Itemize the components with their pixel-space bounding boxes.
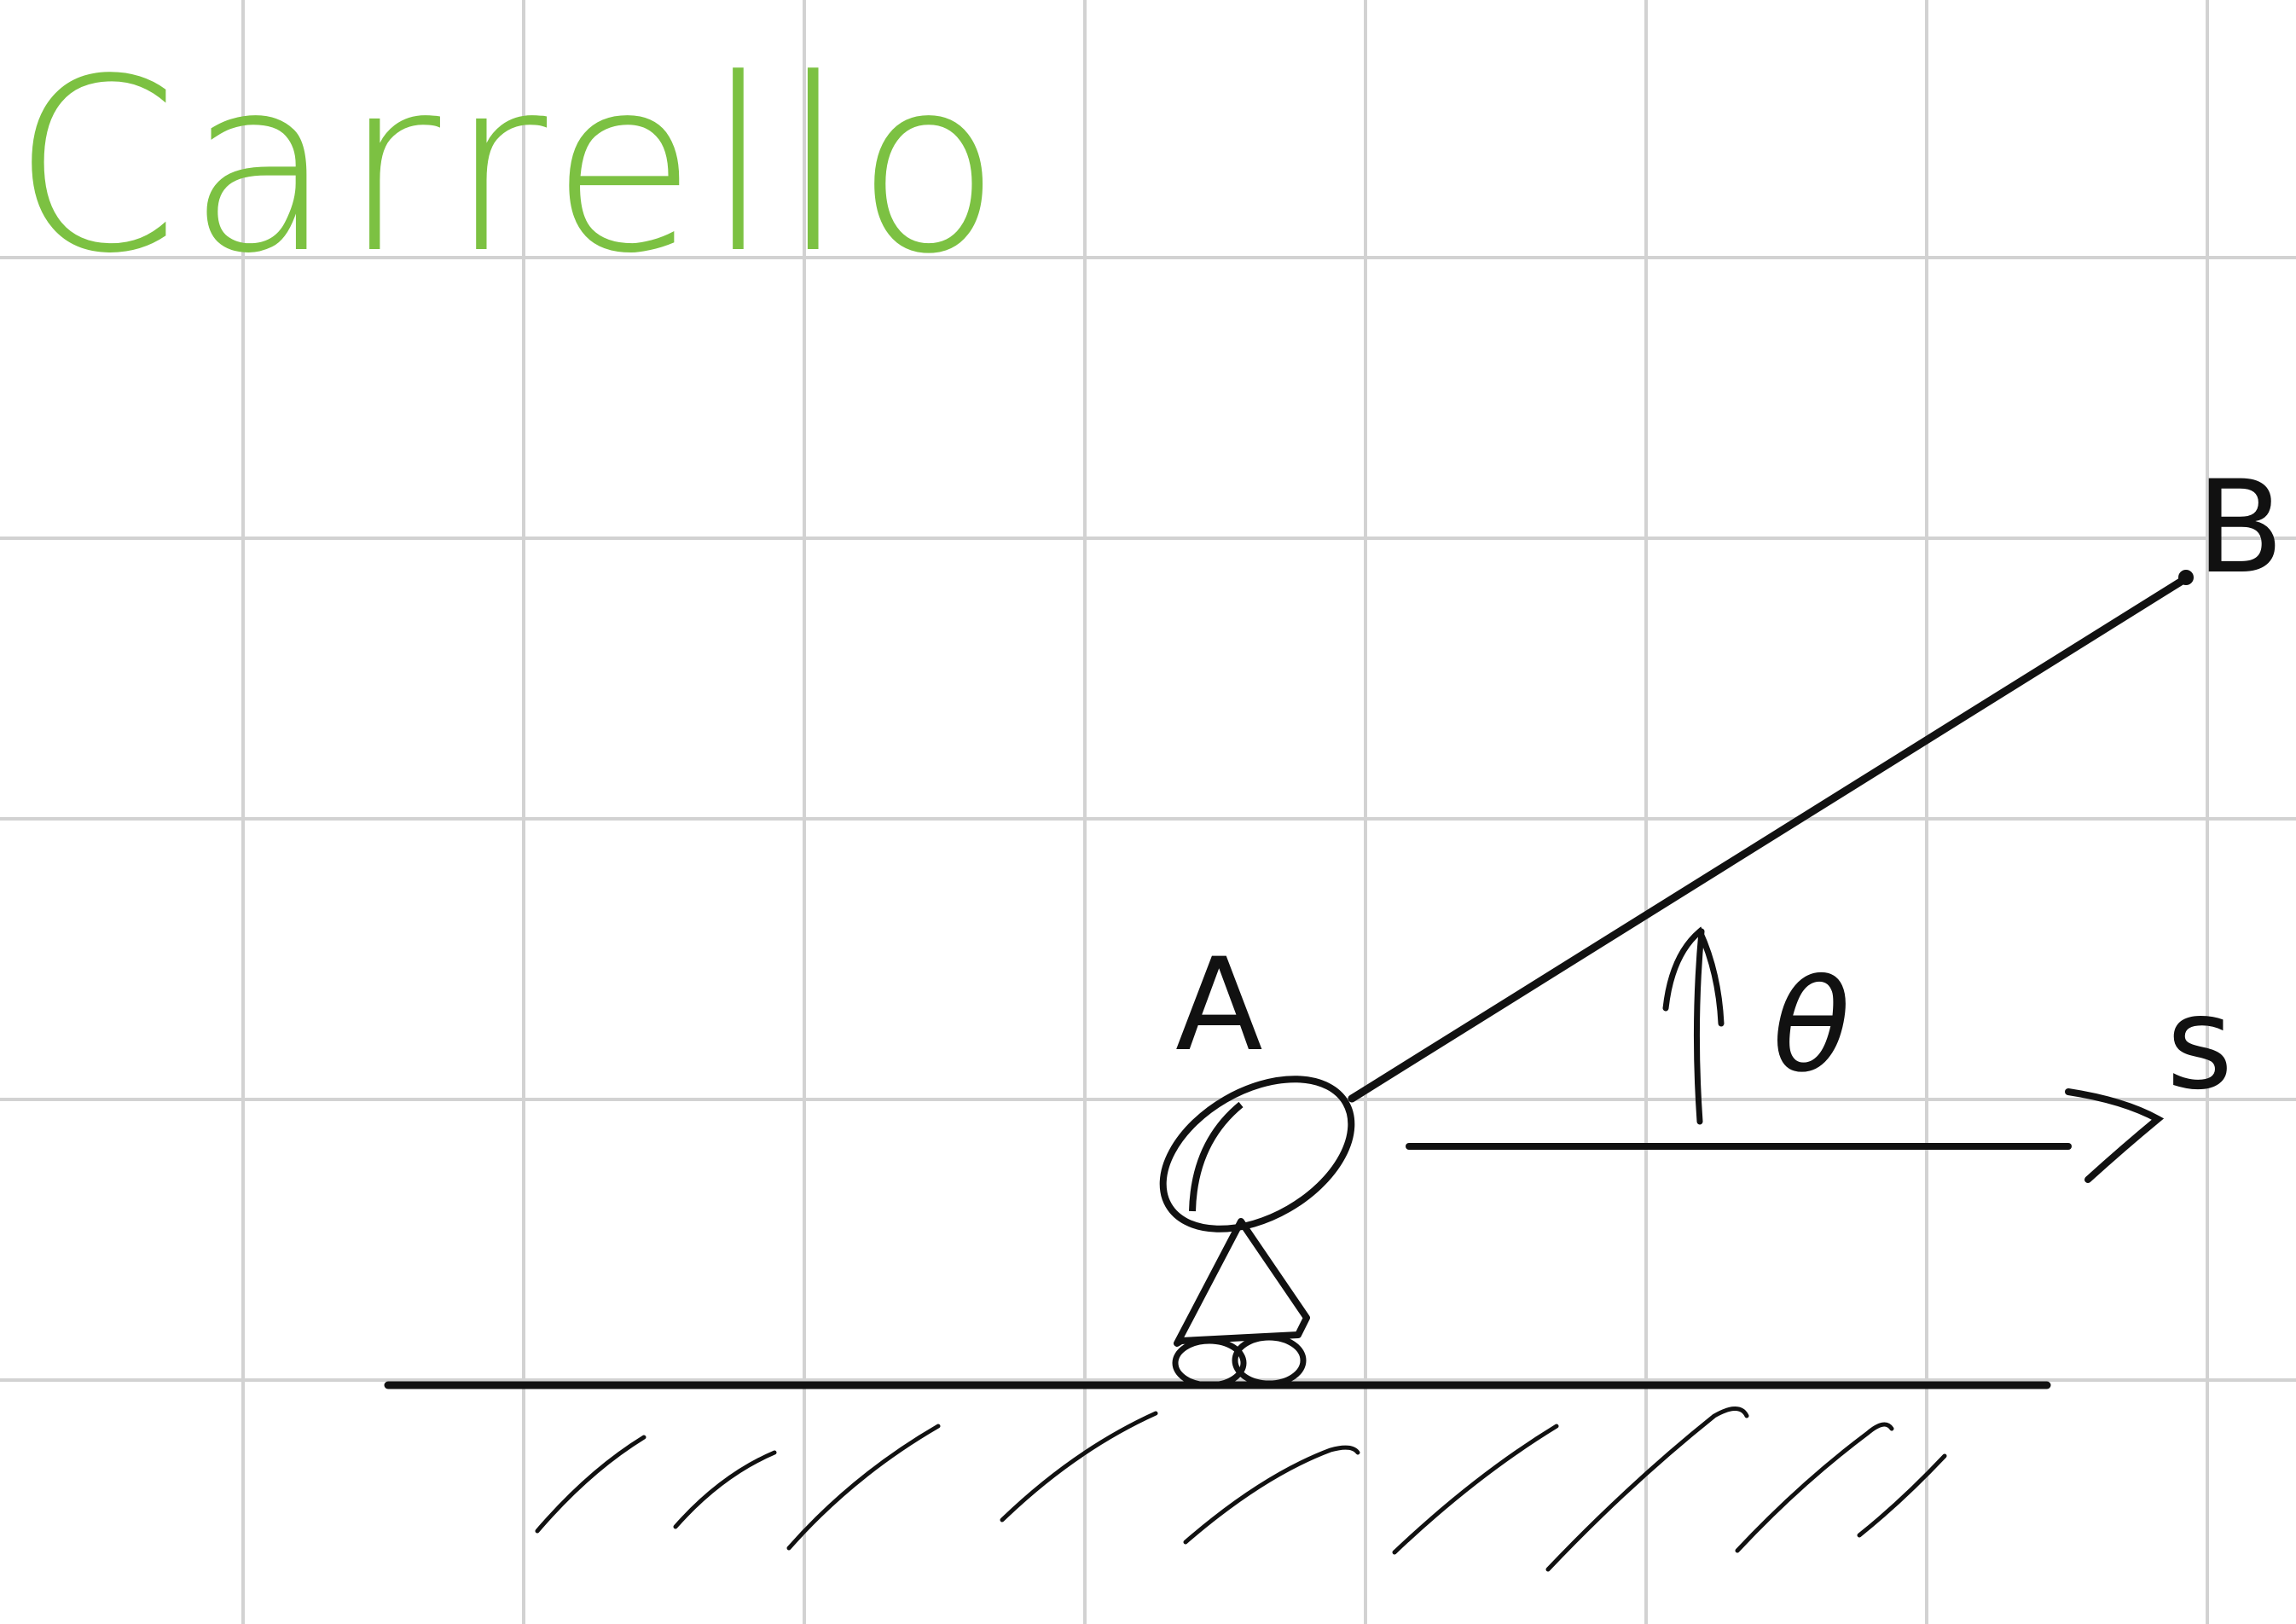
axis-s-label: s	[2166, 970, 2233, 1118]
cart-support	[1174, 1218, 1310, 1347]
point-a-label: A	[1175, 931, 1263, 1080]
rod-ab	[1348, 576, 2188, 1103]
point-b-marker	[2178, 570, 2194, 585]
hinge-a	[1159, 1076, 1355, 1232]
angle-arrow	[1662, 926, 1725, 1125]
ground-hatching	[535, 1406, 1947, 1572]
axis-s-arrowhead	[2065, 1088, 2165, 1183]
angle-label: θ	[1772, 953, 1851, 1101]
diagram-title: Carrello	[12, 28, 1010, 306]
point-b-label: B	[2196, 454, 2284, 602]
